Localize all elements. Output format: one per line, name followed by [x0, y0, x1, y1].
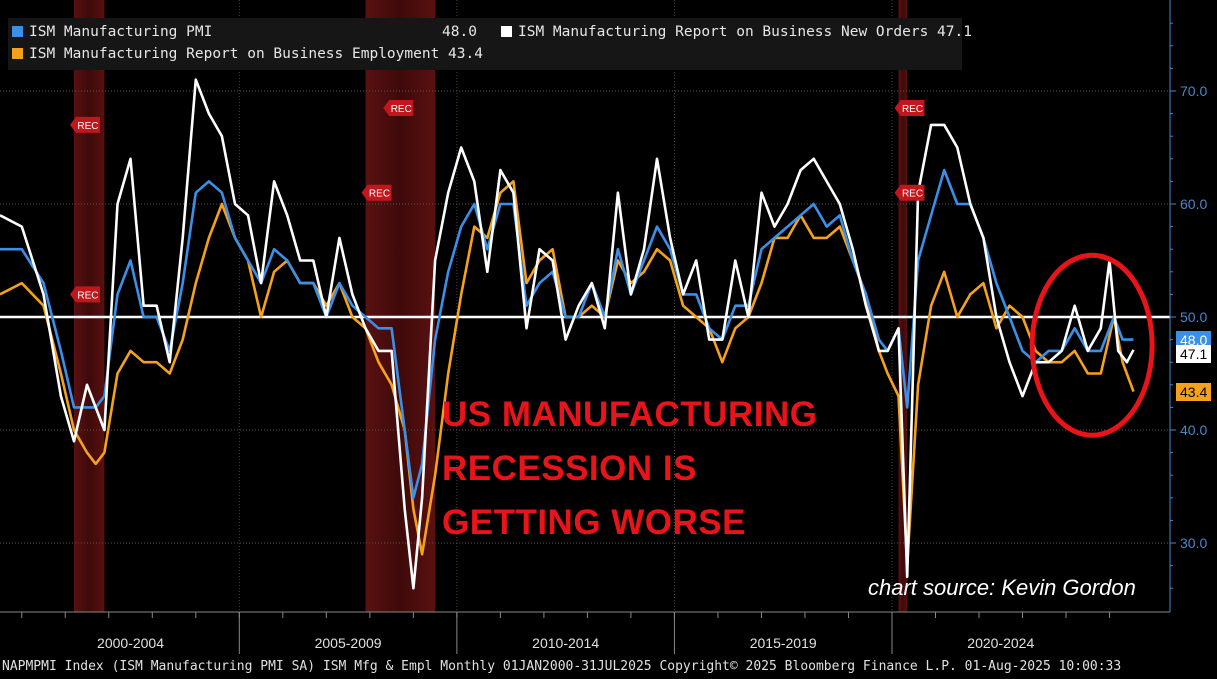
y-tick-label: 50.0: [1180, 309, 1207, 325]
x-category-label: 2020-2024: [967, 635, 1034, 651]
legend: ISM Manufacturing PMI 48.0 ISM Manufactu…: [8, 18, 972, 70]
recession-band: [365, 0, 436, 612]
highlight-ellipse-shape: [1029, 252, 1155, 438]
recession-flag-shape: [894, 184, 925, 201]
x-category-label: 2000-2004: [97, 635, 164, 651]
x-category-label: 2010-2014: [532, 635, 599, 651]
series-line: [0, 168, 1134, 500]
legend-new-orders-label: ISM Manufacturing Report on Business New…: [518, 24, 929, 40]
highlight-ellipse: [1029, 252, 1155, 438]
legend-item-pmi: ISM Manufacturing PMI: [12, 24, 212, 40]
recession-flag-label: REC: [77, 121, 98, 132]
legend-employment-value: 43.4: [448, 46, 483, 62]
legend-new-orders-value: 47.1: [937, 24, 972, 40]
recession-flag-label: REC: [902, 189, 923, 200]
recession-flag: REC: [383, 99, 414, 116]
chart-source: chart source: Kevin Gordon: [868, 575, 1136, 600]
x-category-label: 2015-2019: [750, 635, 817, 651]
recession-flag-shape: [383, 99, 414, 116]
recession-flag: REC: [69, 116, 100, 133]
last-value-tag: 47.1: [1176, 345, 1212, 363]
recession-flag-label: REC: [369, 189, 390, 200]
y-tick-label: 60.0: [1180, 196, 1207, 212]
recession-flag: REC: [894, 184, 925, 201]
recession-band: [73, 0, 105, 612]
recession-flag-shape: [69, 286, 100, 303]
y-tick-label: 30.0: [1180, 535, 1207, 551]
employment-swatch: [12, 48, 23, 59]
legend-item-new-orders: ISM Manufacturing Report on Business New…: [501, 24, 972, 40]
recession-flag-label: REC: [391, 104, 412, 115]
recession-flag-shape: [894, 99, 925, 116]
recession-flag-label: REC: [77, 290, 98, 301]
x-category-label: 2005-2009: [315, 635, 382, 651]
y-tick-label: 40.0: [1180, 422, 1207, 438]
last-value-tag: 48.0: [1176, 331, 1212, 349]
pmi-swatch: [12, 26, 23, 37]
vertical-grid: [238, 0, 893, 612]
headline-line-2: RECESSION IS: [442, 449, 697, 488]
recession-flag: REC: [361, 184, 392, 201]
y-axis: 30.0 40.0 50.0 60.0 70.0: [1169, 0, 1207, 612]
series-line: [0, 78, 1135, 590]
x-axis: 2000-2004 2005-2009 2010-2014 2015-2019 2020…: [0, 611, 1170, 654]
last-value-tag: 43.4: [1176, 383, 1212, 401]
recession-flag: REC: [69, 286, 100, 303]
headline-line-3: GETTING WORSE: [442, 503, 746, 542]
footer-text: NAPMPMI Index (ISM Manufacturing PMI SA)…: [2, 659, 1122, 674]
recession-flag-label: REC: [902, 104, 923, 115]
recession-flag-shape: [361, 184, 392, 201]
headline-line-1: US MANUFACTURING: [442, 395, 818, 434]
recession-flags: REC REC REC REC REC REC: [69, 99, 925, 303]
series-lines: [0, 78, 1135, 590]
recession-flag: REC: [894, 99, 925, 116]
legend-pmi-value: 48.0: [442, 24, 477, 40]
legend-employment-label: ISM Manufacturing Report on Business Emp…: [29, 46, 440, 62]
recession-band: [898, 0, 908, 612]
y-tick-label: 70.0: [1180, 83, 1207, 99]
legend-pmi-label: ISM Manufacturing PMI: [29, 24, 213, 40]
legend-item-employment: ISM Manufacturing Report on Business Emp…: [12, 46, 483, 62]
new-orders-swatch: [501, 26, 512, 37]
headline-annotation: US MANUFACTURING RECESSION IS GETTING WO…: [442, 388, 817, 550]
recession-flag-shape: [69, 116, 100, 133]
